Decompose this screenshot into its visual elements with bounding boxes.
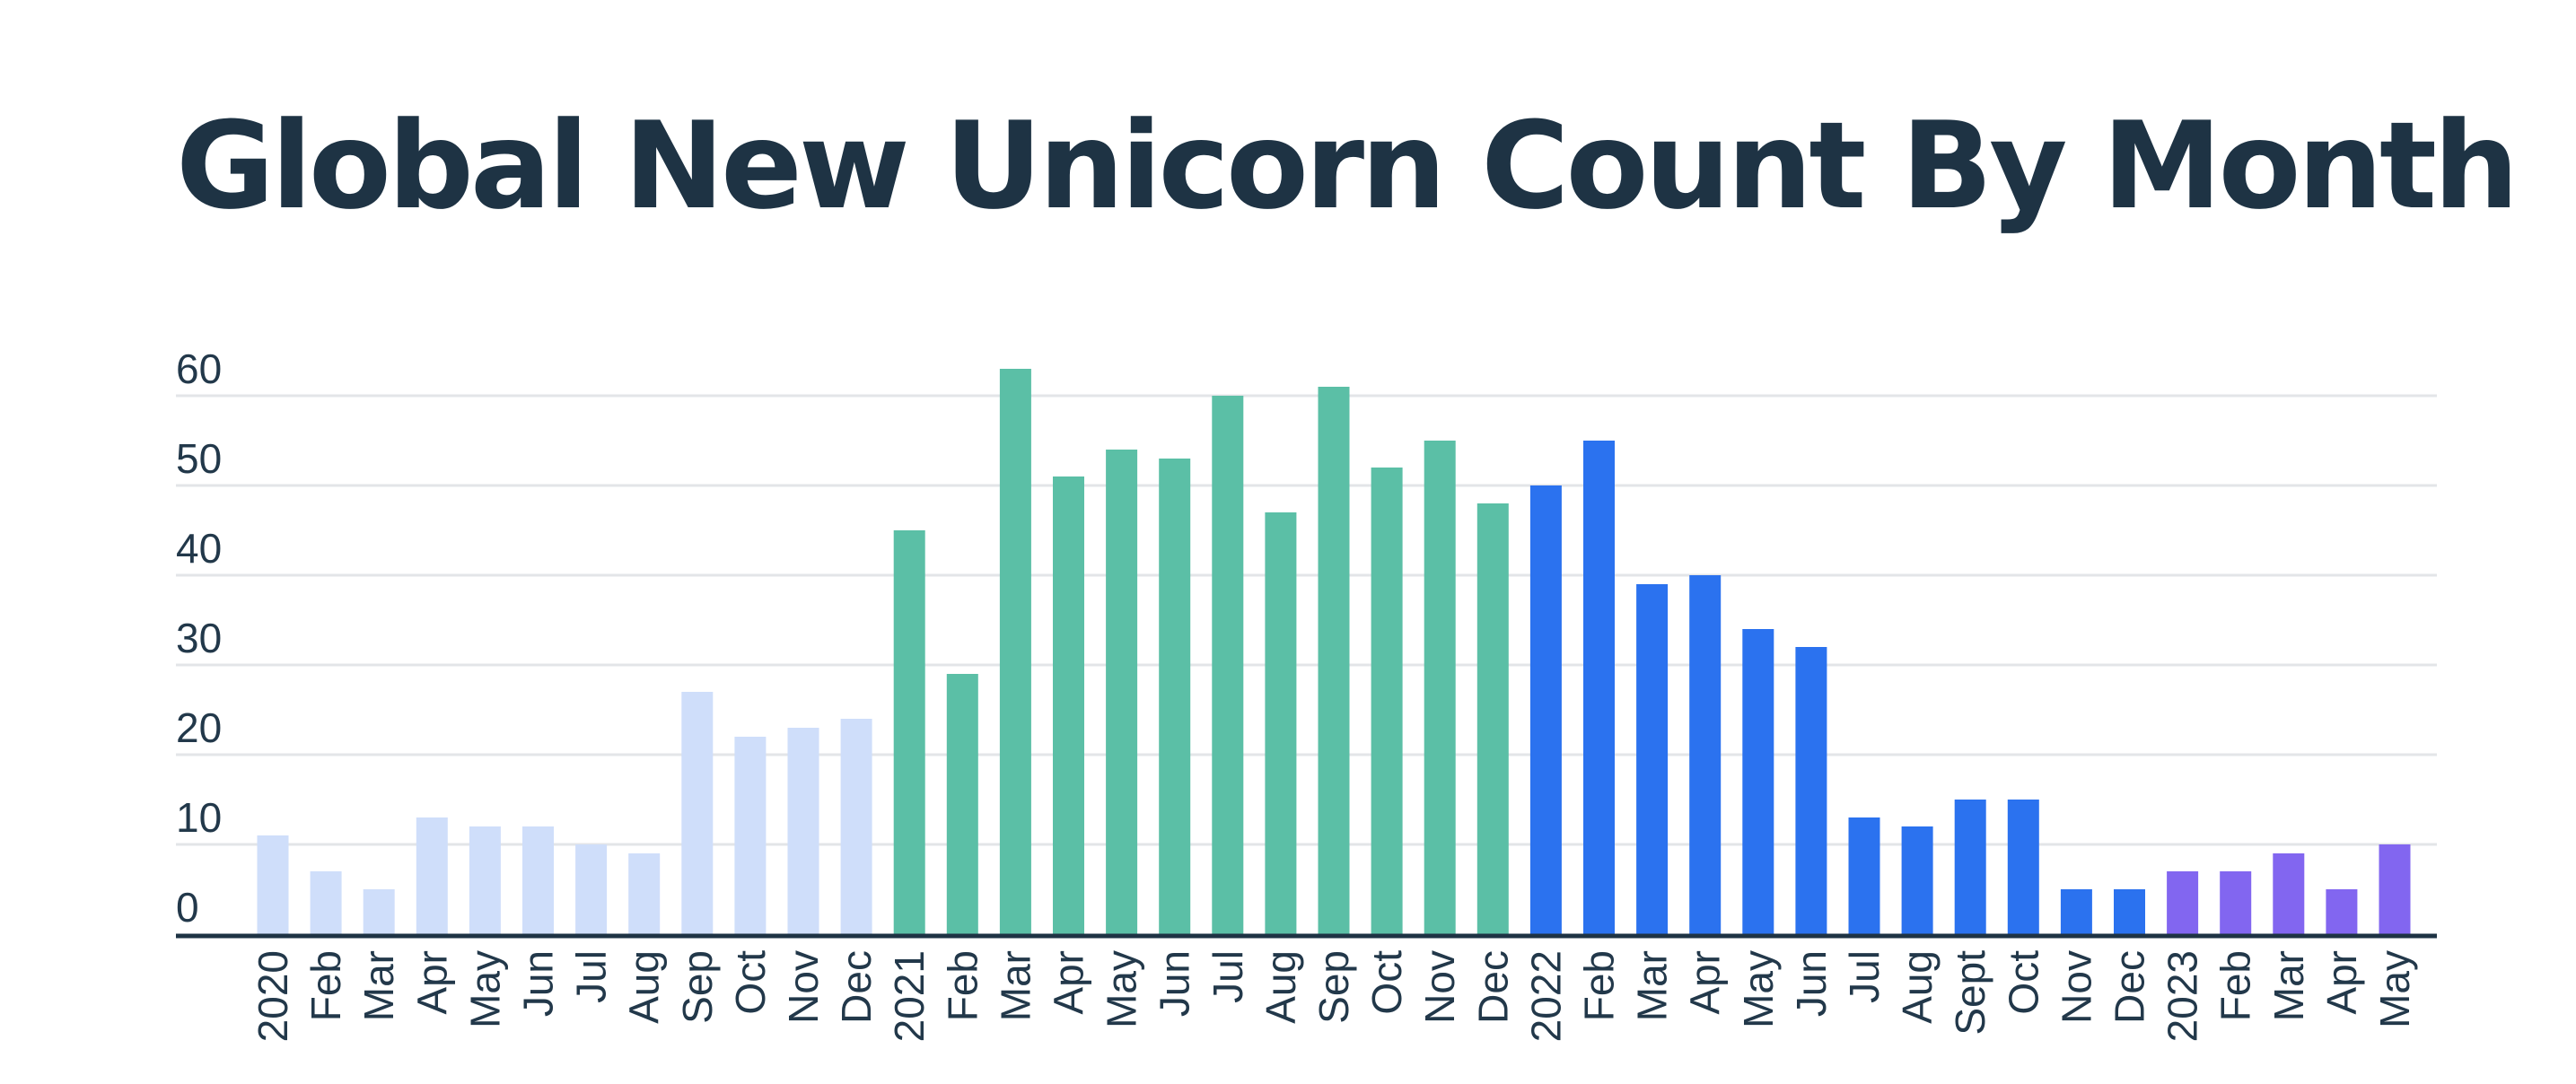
x-tick-label: Feb (2212, 950, 2259, 1021)
x-axis-tick-labels: 2020 Feb Mar Apr May Jun Jul Aug Sep Oct Nov Dec 202… (250, 950, 2418, 1043)
y-tick-label: 60 (176, 345, 222, 392)
x-tick-label: Feb (1576, 950, 1623, 1021)
bar-25 (1583, 441, 1615, 934)
bar-34 (2060, 889, 2092, 934)
x-tick-label: Aug (1257, 950, 1304, 1024)
y-axis-tick-labels: 0 10 20 30 40 50 60 (176, 345, 222, 931)
bar-9 (734, 737, 767, 934)
x-tick-label: Nov (2053, 950, 2099, 1024)
x-tick-label: Sept (1947, 950, 1993, 1036)
bar-33 (2007, 800, 2039, 934)
x-tick-label: May (1099, 950, 1145, 1028)
bar-37 (2220, 871, 2252, 934)
x-tick-label: Feb (939, 950, 986, 1021)
bar-3 (416, 817, 448, 934)
bar-38 (2273, 853, 2305, 934)
x-tick-label: Jun (1788, 950, 1835, 1017)
bar-35 (2114, 889, 2145, 934)
bar-4 (469, 826, 501, 934)
x-tick-label: Mar (355, 950, 402, 1021)
bar-36 (2167, 871, 2199, 934)
bar-7 (628, 853, 661, 934)
x-tick-label: May (1735, 950, 1782, 1028)
y-tick-label: 10 (176, 794, 222, 841)
x-tick-label: 2023 (2160, 950, 2206, 1042)
bar-31 (1901, 826, 1933, 934)
x-tick-label: Sep (674, 950, 721, 1024)
x-tick-label: Apr (408, 950, 455, 1015)
bar-39 (2326, 889, 2358, 934)
bar-20 (1318, 387, 1350, 934)
x-tick-label: Dec (2107, 950, 2153, 1024)
x-tick-label: Nov (780, 950, 827, 1024)
x-tick-label: Jun (1152, 950, 1198, 1017)
bar-19 (1265, 512, 1297, 934)
x-tick-label: 2020 (250, 950, 296, 1042)
x-tick-label: Jun (515, 950, 562, 1017)
x-tick-label: Aug (1894, 950, 1941, 1024)
x-tick-label: 2022 (1522, 950, 1569, 1042)
x-tick-label: Nov (1416, 950, 1463, 1024)
bar-21 (1371, 468, 1403, 934)
x-tick-label: Dec (1469, 950, 1516, 1024)
x-tick-label: 2021 (886, 950, 933, 1042)
x-tick-label: Mar (2265, 950, 2312, 1021)
bar-23 (1476, 503, 1509, 934)
bar-13 (946, 674, 978, 934)
x-tick-label: Apr (1046, 950, 1092, 1015)
bar-2 (363, 889, 395, 934)
bar-14 (999, 369, 1031, 934)
bars (257, 369, 2411, 934)
y-tick-label: 20 (176, 704, 222, 751)
bar-0 (257, 835, 289, 934)
x-tick-label: Oct (2000, 950, 2046, 1015)
x-tick-label: May (2371, 950, 2418, 1028)
bar-22 (1424, 441, 1456, 934)
x-tick-label: Feb (302, 950, 349, 1021)
x-tick-label: Dec (833, 950, 880, 1024)
bar-29 (1795, 647, 1827, 934)
bar-32 (1954, 800, 1986, 934)
x-tick-label: Jul (568, 950, 615, 1003)
x-tick-label: Sep (1310, 950, 1357, 1024)
bar-12 (893, 530, 925, 934)
bar-30 (1848, 817, 1880, 934)
y-tick-label: 40 (176, 525, 222, 572)
y-tick-label: 0 (176, 884, 199, 931)
bar-5 (522, 826, 554, 934)
bar-6 (575, 844, 608, 934)
bar-15 (1053, 476, 1084, 934)
chart-title: Global New Unicorn Count By Month (176, 96, 2519, 236)
bar-17 (1159, 459, 1191, 934)
bar-26 (1636, 584, 1669, 934)
grid-lines (176, 394, 2437, 846)
x-tick-label: Apr (1682, 950, 1729, 1015)
bar-16 (1106, 450, 1138, 934)
x-tick-label: Mar (992, 950, 1038, 1021)
y-tick-label: 50 (176, 435, 222, 482)
x-tick-label: Mar (1629, 950, 1676, 1021)
x-tick-label: Oct (1363, 950, 1410, 1015)
x-tick-label: Aug (621, 950, 668, 1024)
x-tick-label: May (461, 950, 508, 1028)
bar-28 (1742, 629, 1774, 934)
bar-1 (310, 871, 342, 934)
bar-40 (2379, 844, 2411, 934)
bar-18 (1212, 396, 1244, 934)
x-tick-label: Oct (727, 950, 774, 1015)
bar-24 (1529, 485, 1562, 934)
x-tick-label: Jul (1841, 950, 1888, 1003)
bar-11 (840, 719, 872, 934)
y-tick-label: 30 (176, 615, 222, 661)
bar-8 (681, 692, 714, 934)
x-tick-label: Jul (1205, 950, 1251, 1003)
bar-10 (787, 728, 819, 934)
x-tick-label: Apr (2318, 950, 2365, 1015)
bar-27 (1689, 575, 1722, 934)
